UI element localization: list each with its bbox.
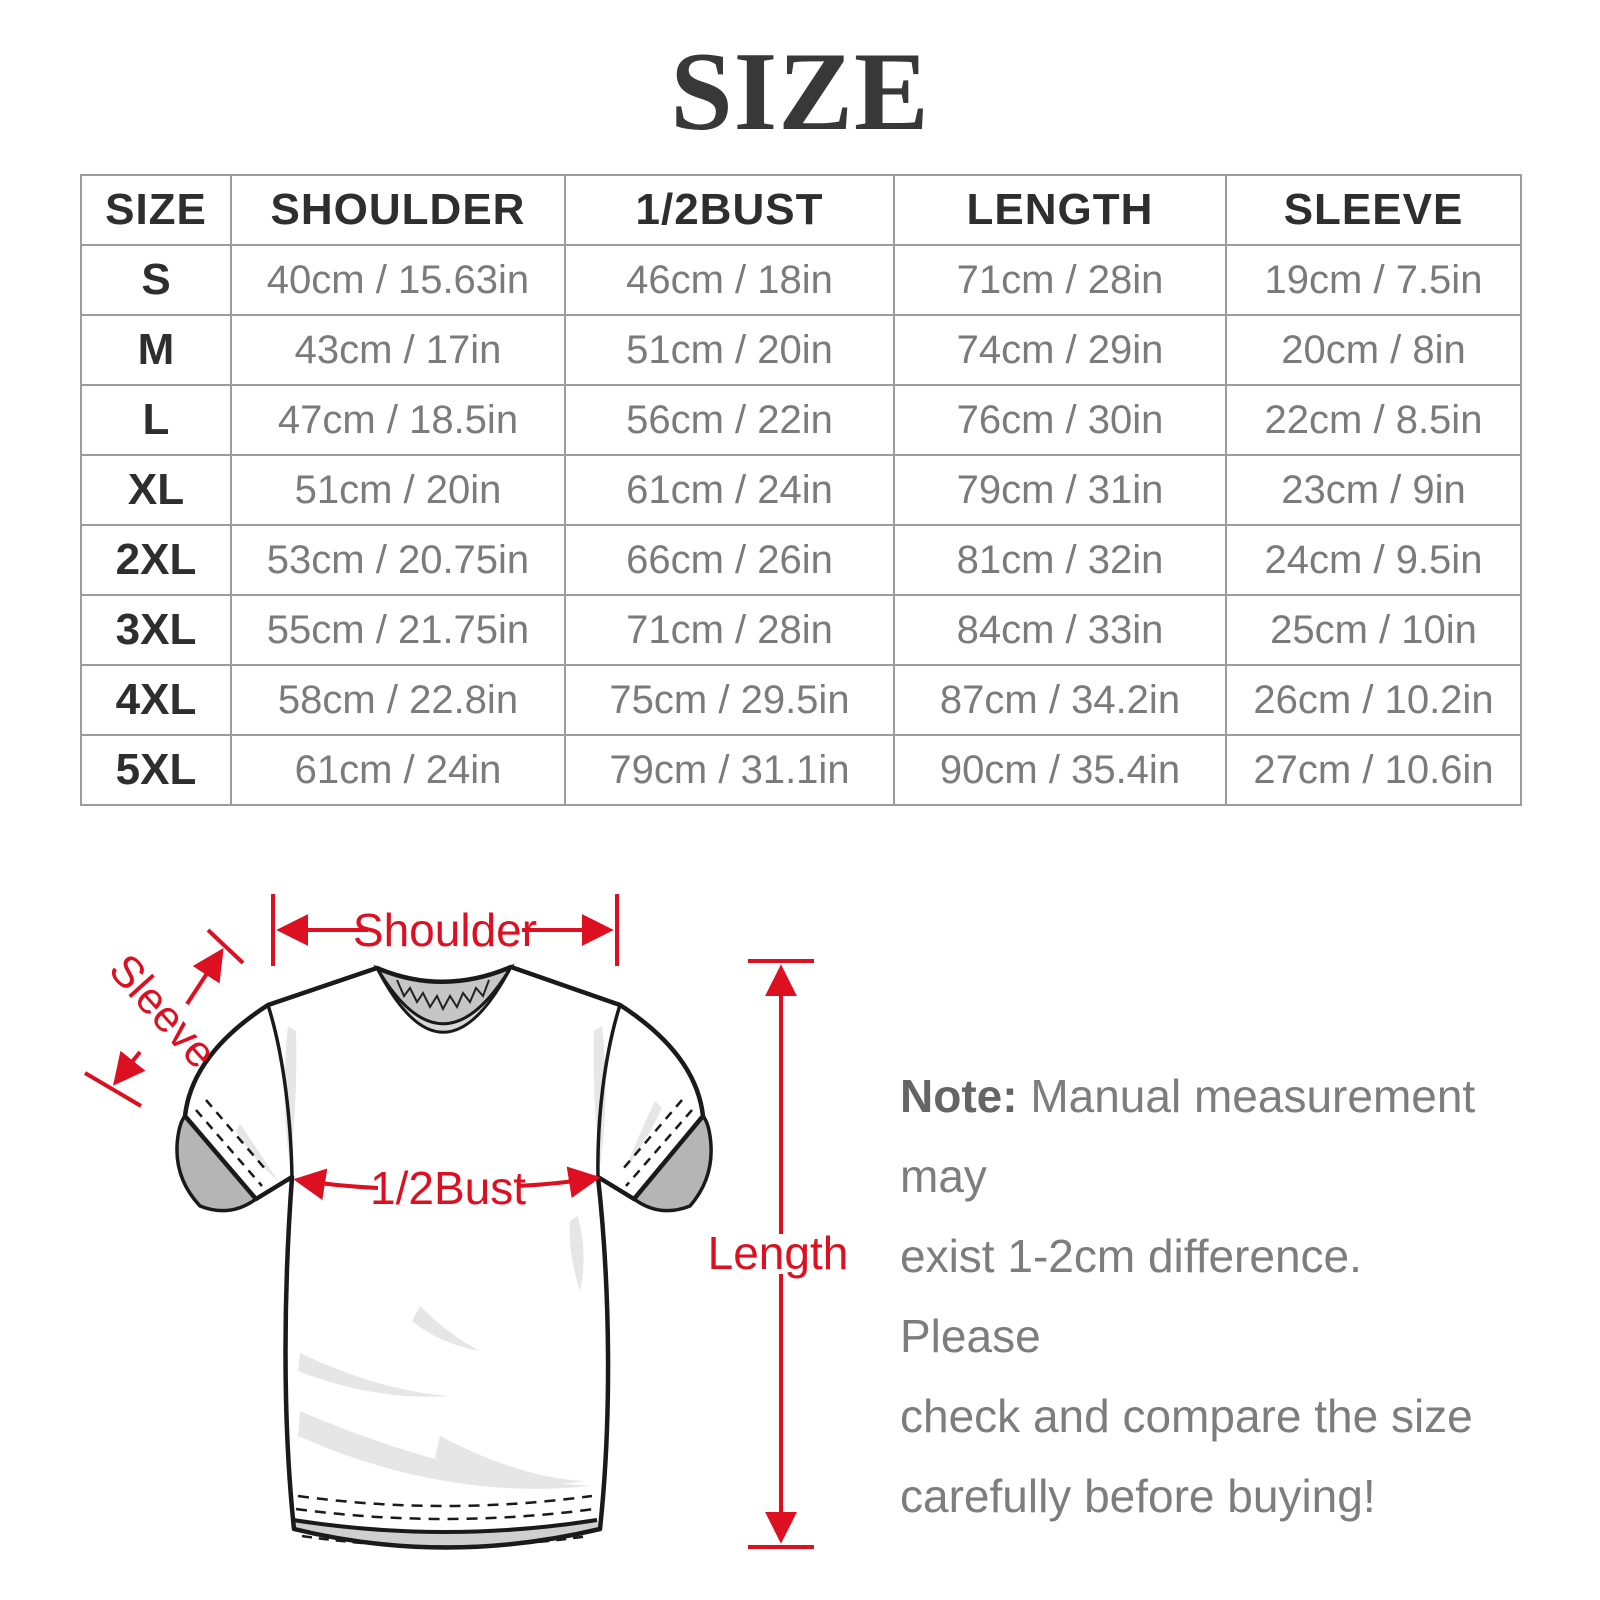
measurement-cell: 40cm / 15.63in [230,244,566,316]
column-header: SLEEVE [1225,174,1522,246]
column-header: LENGTH [893,174,1227,246]
size-cell: XL [80,454,232,526]
measurement-cell: 43cm / 17in [230,314,566,386]
measurement-annotations [83,894,814,1549]
size-cell: 2XL [80,524,232,596]
measurement-cell: 58cm / 22.8in [230,664,566,736]
note-line: carefully before buying! [900,1470,1376,1522]
measurement-cell: 53cm / 20.75in [230,524,566,596]
measurement-cell: 81cm / 32in [893,524,1227,596]
table-row: XL 51cm / 20in 61cm / 24in 79cm / 31in 23cm … [80,454,1522,526]
measurement-cell: 27cm / 10.6in [1225,734,1522,806]
column-header: 1/2BUST [564,174,895,246]
size-cell: L [80,384,232,456]
measurement-cell: 84cm / 33in [893,594,1227,666]
table-row: L 47cm / 18.5in 56cm / 22in 76cm / 30in 22cm… [80,384,1522,456]
tshirt-outline [182,964,706,1550]
shoulder-label: Shoulder [353,904,537,956]
tshirt-measurement-illustration: Shoulder Sleeve 1/2Bust Length [83,894,849,1550]
measurement-cell: 74cm / 29in [893,314,1227,386]
size-table-body: S 40cm / 15.63in 46cm / 18in 71cm / 28in 19c… [80,244,1522,806]
measurement-cell: 51cm / 20in [564,314,895,386]
measurement-cell: 90cm / 35.4in [893,734,1227,806]
tshirt-drawing [175,963,713,1550]
shoulder-measure-arrow [271,894,619,966]
column-header: SIZE [80,174,232,246]
tshirt-body [185,967,703,1548]
table-row: 3XL 55cm / 21.75in 71cm / 28in 84cm / 33in 2… [80,594,1522,666]
table-header-row: SIZE SHOULDER 1/2BUST LENGTH SLEEVE [80,174,1522,246]
measurement-cell: 61cm / 24in [564,454,895,526]
table-row: 4XL 58cm / 22.8in 75cm / 29.5in 87cm / 34.2… [80,664,1522,736]
measurement-cell: 71cm / 28in [564,594,895,666]
measurement-cell: 56cm / 22in [564,384,895,456]
left-cuff [175,1113,259,1213]
size-cell: 4XL [80,664,232,736]
measurement-cell: 46cm / 18in [564,244,895,316]
note-line: exist 1-2cm difference. Please [900,1230,1362,1362]
measurement-cell: 79cm / 31.1in [564,734,895,806]
length-measure-arrow [748,959,814,1549]
size-cell: M [80,314,232,386]
table-row: 5XL 61cm / 24in 79cm / 31.1in 90cm / 35.4in… [80,734,1522,806]
note-line: check and compare the size [900,1390,1473,1442]
size-table-head: SIZE SHOULDER 1/2BUST LENGTH SLEEVE [80,174,1522,246]
measurement-cell: 47cm / 18.5in [230,384,566,456]
measurement-cell: 24cm / 9.5in [1225,524,1522,596]
size-cell: 5XL [80,734,232,806]
measurement-diagram: Shoulder Sleeve 1/2Bust Length Note: Man… [0,856,1600,1596]
measurement-cell: 51cm / 20in [230,454,566,526]
measurement-cell: 71cm / 28in [893,244,1227,316]
note-text: Manual measurement may [900,1070,1476,1202]
measurement-cell: 55cm / 21.75in [230,594,566,666]
measurement-cell: 26cm / 10.2in [1225,664,1522,736]
size-table: SIZE SHOULDER 1/2BUST LENGTH SLEEVE S 40cm / … [80,174,1522,806]
table-row: S 40cm / 15.63in 46cm / 18in 71cm / 28in 19c… [80,244,1522,316]
measurement-cell: 23cm / 9in [1225,454,1522,526]
measurement-cell: 19cm / 7.5in [1225,244,1522,316]
note-line: Note: Manual measurement may [900,1056,1515,1216]
measurement-cell: 61cm / 24in [230,734,566,806]
column-header: SHOULDER [230,174,566,246]
size-cell: S [80,244,232,316]
sleeve-measure-arrow [83,928,245,1108]
table-row: M 43cm / 17in 51cm / 20in 74cm / 29in 20cm /… [80,314,1522,386]
bust-label: 1/2Bust [370,1162,526,1214]
measurement-cell: 25cm / 10in [1225,594,1522,666]
measurement-cell: 79cm / 31in [893,454,1227,526]
measurement-cell: 87cm / 34.2in [893,664,1227,736]
length-label: Length [708,1227,849,1279]
fabric-folds [236,1026,662,1489]
measurement-cell: 76cm / 30in [893,384,1227,456]
collar-stitching [396,979,490,1012]
page-title: SIZE [670,30,930,154]
note-prefix: Note: [900,1070,1018,1122]
measurement-cell: 22cm / 8.5in [1225,384,1522,456]
size-cell: 3XL [80,594,232,666]
measurement-note: Note: Manual measurement may exist 1-2cm… [900,1056,1515,1536]
measurement-cell: 20cm / 8in [1225,314,1522,386]
table-row: 2XL 53cm / 20.75in 66cm / 26in 81cm / 32in 2… [80,524,1522,596]
sleeve-label: Sleeve [99,945,225,1078]
cuff-stitches [195,1099,693,1187]
right-armhole-seam [596,1004,622,1178]
left-armhole-seam [266,1004,294,1178]
right-cuff [631,1113,713,1213]
measurement-cell: 66cm / 26in [564,524,895,596]
measurement-cell: 75cm / 29.5in [564,664,895,736]
bust-measure-arrow [293,1166,601,1201]
